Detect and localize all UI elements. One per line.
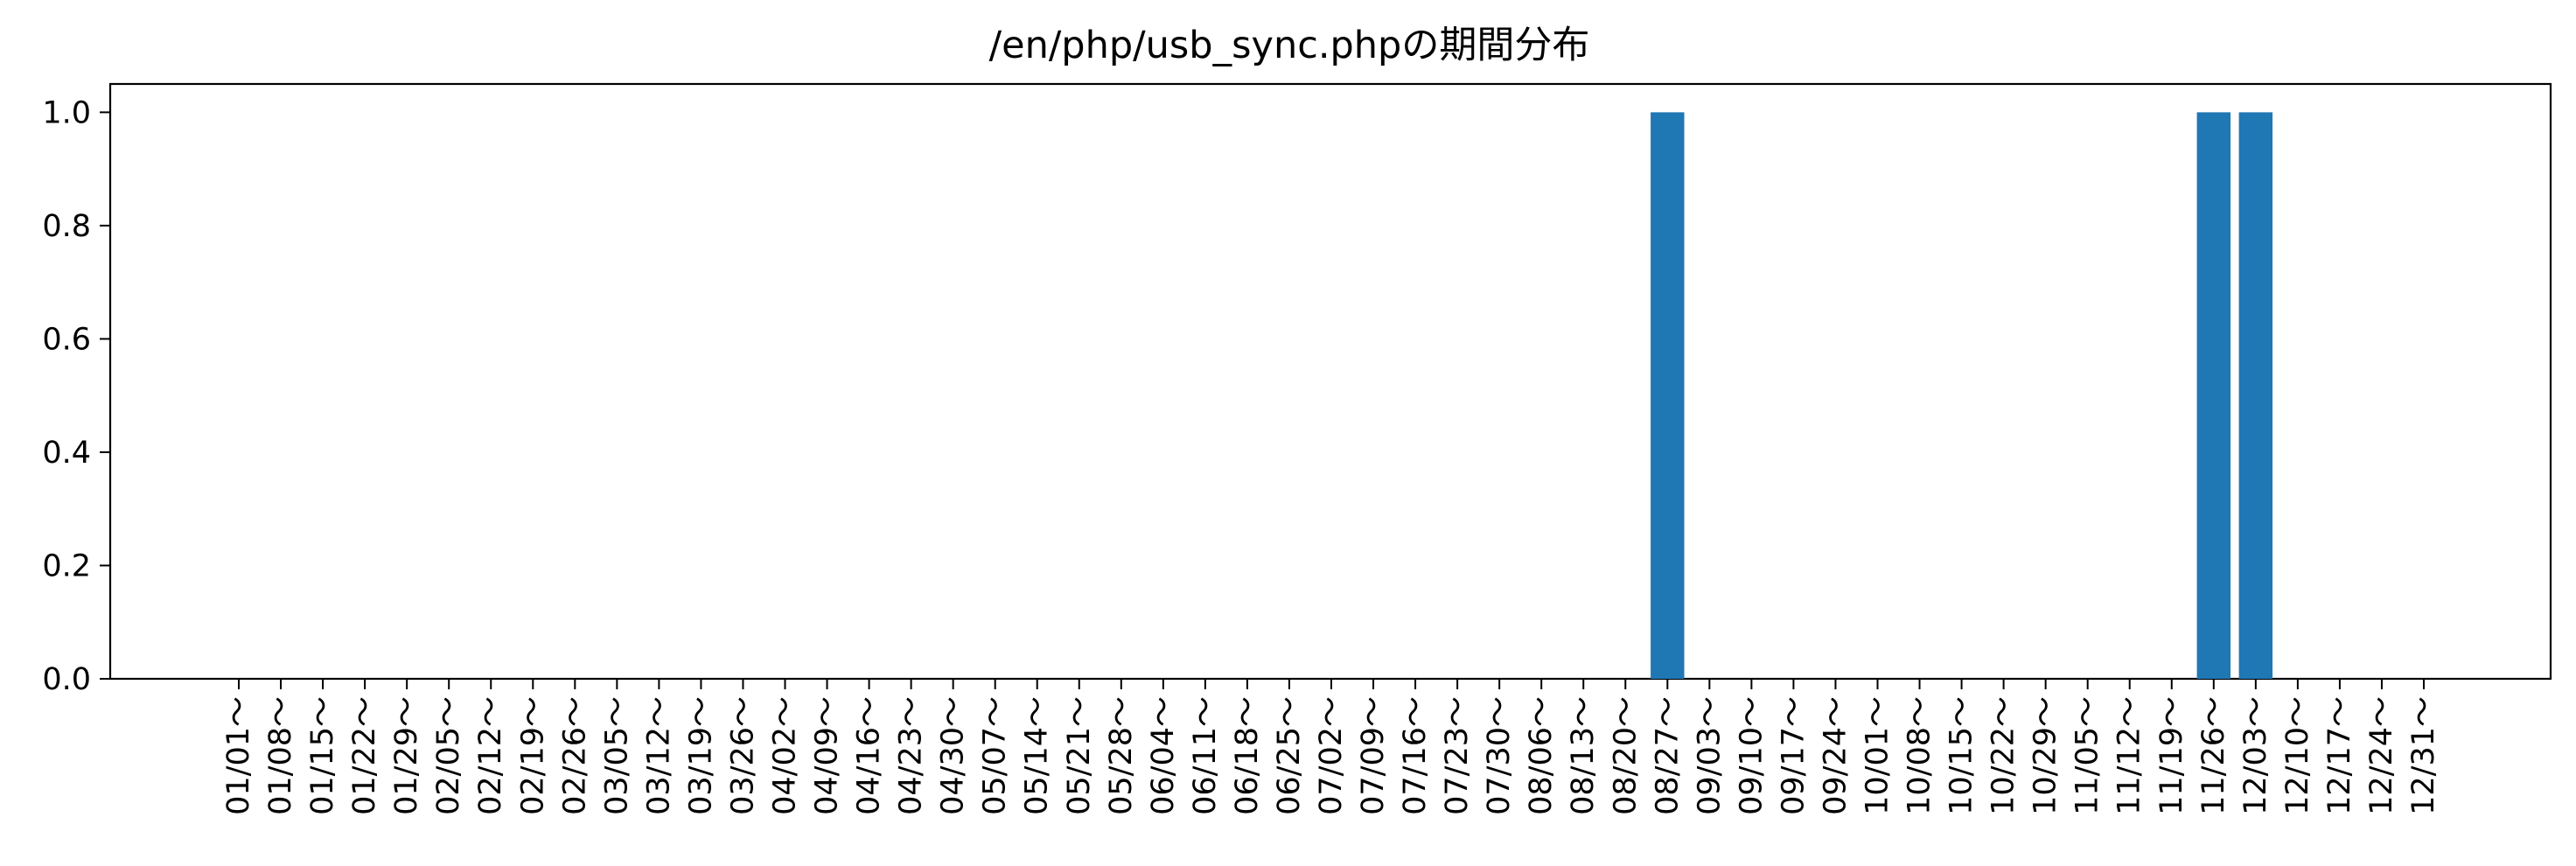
bar-34 bbox=[1651, 112, 1685, 679]
x-tick-label-35: 09/03～ bbox=[1692, 696, 1727, 815]
x-tick-label-39: 10/01～ bbox=[1860, 696, 1895, 815]
y-tick-label-5: 1.0 bbox=[42, 95, 91, 130]
x-tick-label-21: 05/28～ bbox=[1104, 696, 1139, 815]
plot-frame bbox=[108, 82, 2552, 681]
x-tick-label-45: 11/12～ bbox=[2112, 696, 2147, 815]
bars-group bbox=[1651, 112, 2273, 679]
x-tick-label-10: 03/12～ bbox=[641, 696, 676, 815]
x-tick-label-28: 07/16～ bbox=[1398, 696, 1433, 815]
x-tick-label-18: 05/07～ bbox=[978, 696, 1013, 815]
x-tick-label-26: 07/02～ bbox=[1314, 696, 1349, 815]
x-tick-label-25: 06/25～ bbox=[1272, 696, 1307, 815]
x-tick-label-43: 10/29～ bbox=[2028, 696, 2063, 815]
x-tick-label-7: 02/19～ bbox=[515, 696, 550, 815]
x-tick-label-16: 04/23～ bbox=[894, 696, 929, 815]
x-tick-label-22: 06/04～ bbox=[1146, 696, 1181, 815]
y-tick-label-3: 0.6 bbox=[42, 322, 91, 357]
x-tick-label-37: 09/17～ bbox=[1776, 696, 1811, 815]
y-tick-label-0: 0.0 bbox=[42, 662, 91, 697]
x-tick-label-2: 01/15～ bbox=[305, 696, 340, 815]
y-tick-label-4: 0.8 bbox=[42, 209, 91, 244]
y-tick-label-1: 0.2 bbox=[42, 548, 91, 583]
x-tick-label-40: 10/08～ bbox=[1902, 696, 1937, 815]
x-tick-label-12: 03/26～ bbox=[725, 696, 760, 815]
x-tick-label-42: 10/22～ bbox=[1986, 696, 2021, 815]
x-tick-label-0: 01/01～ bbox=[221, 696, 256, 815]
bar-47 bbox=[2196, 112, 2231, 679]
x-tick-label-33: 08/20～ bbox=[1608, 696, 1643, 815]
y-axis: 0.0 0.2 0.4 0.6 0.8 1.0 bbox=[42, 95, 110, 697]
x-tick-label-9: 03/05～ bbox=[599, 696, 634, 815]
x-tick-label-44: 11/05～ bbox=[2070, 696, 2105, 815]
x-tick-label-46: 11/19～ bbox=[2154, 696, 2189, 815]
x-tick-label-15: 04/16～ bbox=[852, 696, 887, 815]
x-axis: 01/01～ 01/08～ 01/15～ 01/22～ 01/29～ 02/05～ 02/1… bbox=[221, 679, 2441, 815]
x-tick-label-3: 01/22～ bbox=[347, 696, 382, 815]
x-tick-label-1: 01/08～ bbox=[263, 696, 298, 815]
x-tick-label-32: 08/13～ bbox=[1566, 696, 1601, 815]
x-tick-label-48: 12/03～ bbox=[2238, 696, 2273, 815]
x-tick-label-11: 03/19～ bbox=[683, 696, 718, 815]
x-tick-label-13: 04/02～ bbox=[768, 696, 803, 815]
x-tick-label-6: 02/12～ bbox=[473, 696, 508, 815]
x-tick-label-27: 07/09～ bbox=[1356, 696, 1391, 815]
x-tick-label-38: 09/24～ bbox=[1818, 696, 1853, 815]
chart-title: /en/php/usb_sync.phpの期間分布 bbox=[989, 24, 1590, 67]
x-tick-label-52: 12/31～ bbox=[2406, 696, 2441, 815]
x-tick-label-41: 10/15～ bbox=[1944, 696, 1979, 815]
x-tick-label-4: 01/29～ bbox=[389, 696, 424, 815]
x-tick-label-17: 04/30～ bbox=[936, 696, 971, 815]
x-tick-label-51: 12/24～ bbox=[2364, 696, 2399, 815]
x-tick-label-30: 07/30～ bbox=[1482, 696, 1517, 815]
bar-48 bbox=[2238, 112, 2273, 679]
x-tick-label-36: 09/10～ bbox=[1734, 696, 1769, 815]
x-tick-label-34: 08/27～ bbox=[1650, 696, 1685, 815]
x-tick-label-20: 05/21～ bbox=[1062, 696, 1097, 815]
x-tick-label-19: 05/14～ bbox=[1020, 696, 1055, 815]
x-tick-label-5: 02/05～ bbox=[431, 696, 466, 815]
x-tick-label-31: 08/06～ bbox=[1524, 696, 1559, 815]
x-tick-label-47: 11/26～ bbox=[2196, 696, 2231, 815]
x-tick-label-49: 12/10～ bbox=[2280, 696, 2315, 815]
y-tick-label-2: 0.4 bbox=[42, 436, 91, 471]
x-tick-label-50: 12/17～ bbox=[2322, 696, 2357, 815]
x-tick-label-29: 07/23～ bbox=[1440, 696, 1475, 815]
x-tick-label-14: 04/09～ bbox=[810, 696, 845, 815]
x-tick-label-24: 06/18～ bbox=[1230, 696, 1265, 815]
x-tick-label-23: 06/11～ bbox=[1188, 696, 1223, 815]
x-tick-label-8: 02/26～ bbox=[557, 696, 592, 815]
